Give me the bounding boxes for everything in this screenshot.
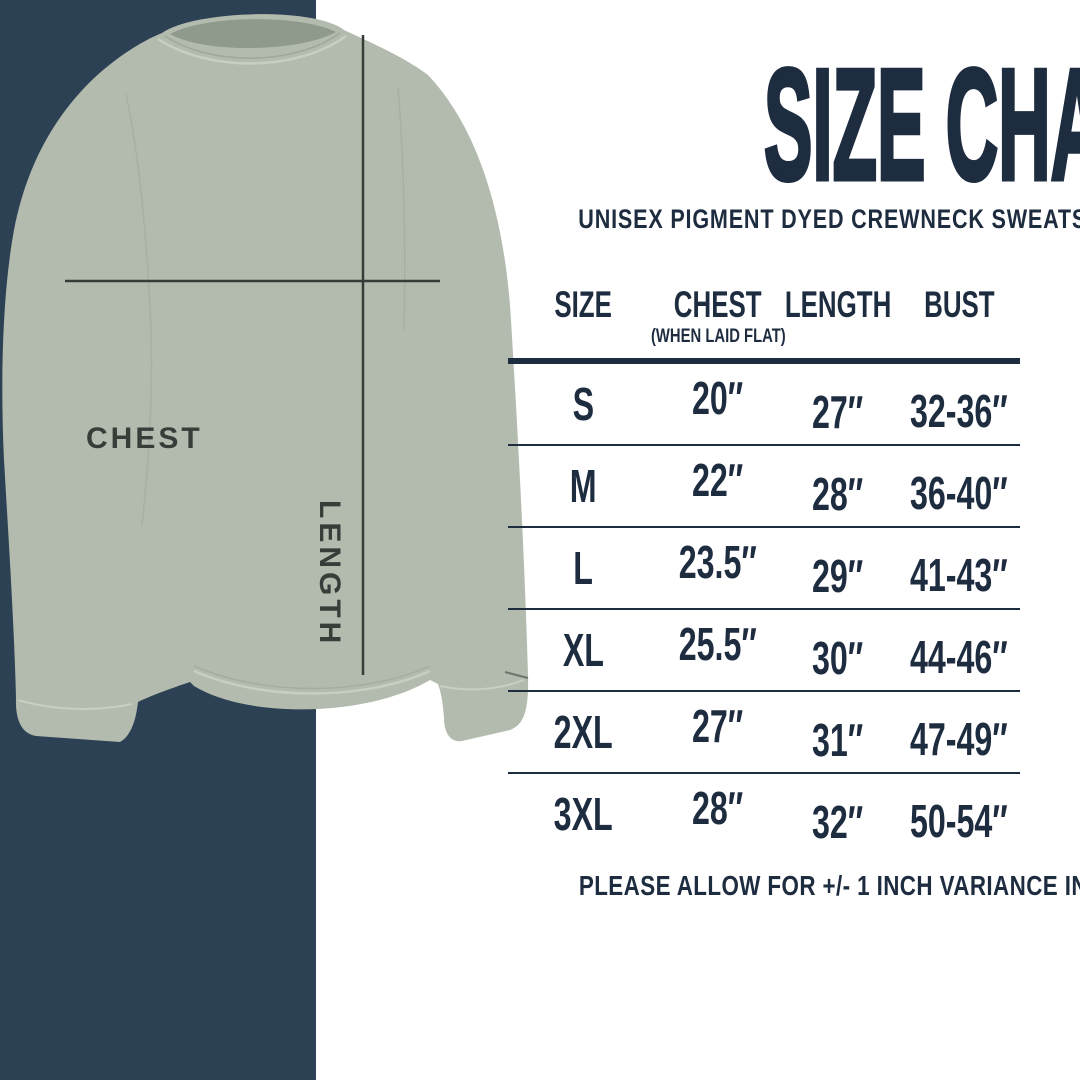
cell-length: 28″ bbox=[812, 468, 864, 520]
table-row-l: L 23.5″ 29″ 41-43″ bbox=[508, 528, 1020, 610]
table-row-s: S 20″ 27″ 32-36″ bbox=[508, 364, 1020, 446]
cell-bust: 36-40″ bbox=[910, 467, 1008, 519]
right-cuff-seam bbox=[439, 679, 525, 691]
cell-size: 2XL bbox=[553, 706, 613, 758]
cell-length: 32″ bbox=[812, 796, 864, 848]
cell-size: L bbox=[573, 542, 593, 594]
table-row-m: M 22″ 28″ 36-40″ bbox=[508, 446, 1020, 528]
variance-note: PLEASE ALLOW FOR +/- 1 INCH VARIANCE IN … bbox=[508, 872, 1080, 900]
cell-chest: 22″ bbox=[692, 454, 744, 506]
cell-size: XL bbox=[562, 624, 604, 676]
chest-measure-label: CHEST bbox=[86, 422, 203, 455]
cell-length: 30″ bbox=[812, 632, 864, 684]
column-header-size-label: SIZE bbox=[554, 284, 612, 325]
cell-length: 27″ bbox=[812, 386, 864, 438]
right-cuff-stitch bbox=[504, 671, 529, 679]
cell-chest: 25.5″ bbox=[678, 618, 758, 670]
cell-bust: 47-49″ bbox=[910, 713, 1008, 765]
cell-length: 29″ bbox=[812, 550, 864, 602]
variance-note-text: PLEASE ALLOW FOR +/- 1 INCH VARIANCE IN … bbox=[578, 870, 1080, 901]
column-header-bust-label: BUST bbox=[923, 284, 995, 325]
sweatshirt-image bbox=[2, 14, 529, 743]
sweatshirt-body bbox=[2, 14, 529, 743]
column-header-length-label: LENGTH bbox=[784, 284, 892, 325]
page-subtitle-text: UNISEX PIGMENT DYED CREWNECK SWEATSHIRT bbox=[578, 204, 1080, 234]
cell-length: 31″ bbox=[812, 714, 864, 766]
length-measure-label: LENGTH bbox=[313, 500, 346, 648]
cell-bust: 50-54″ bbox=[910, 795, 1008, 847]
column-header-bust: BUST bbox=[898, 280, 1020, 358]
table-row-xl: XL 25.5″ 30″ 44-46″ bbox=[508, 610, 1020, 692]
right-sleeve-seam bbox=[397, 87, 406, 331]
left-cuff-seam bbox=[17, 699, 133, 710]
page-title-text: SIZE CHART bbox=[763, 37, 1080, 213]
cell-bust: 32-36″ bbox=[910, 385, 1008, 437]
cell-size: S bbox=[572, 378, 594, 430]
cell-chest: 23.5″ bbox=[678, 536, 758, 588]
cell-bust: 44-46″ bbox=[910, 631, 1008, 683]
cell-chest: 28″ bbox=[692, 782, 744, 834]
collar-ribbing bbox=[157, 34, 347, 65]
table-row-2xl: 2XL 27″ 31″ 47-49″ bbox=[508, 692, 1020, 774]
cell-chest: 27″ bbox=[692, 700, 744, 752]
size-table: SIZE CHEST (WHEN LAID FLAT) LENGTH BUST … bbox=[508, 280, 1020, 854]
page-title: SIZE CHART bbox=[508, 44, 1080, 207]
table-row-3xl: 3XL 28″ 32″ 50-54″ bbox=[508, 774, 1020, 854]
cell-size: 3XL bbox=[553, 788, 613, 840]
cell-size: M bbox=[569, 460, 597, 512]
hem-seam-shadow bbox=[193, 665, 431, 690]
column-header-size: SIZE bbox=[508, 280, 658, 358]
cell-chest: 20″ bbox=[692, 372, 744, 424]
collar-seam bbox=[164, 32, 341, 59]
column-header-chest: CHEST (WHEN LAID FLAT) bbox=[651, 280, 786, 358]
page-subtitle: UNISEX PIGMENT DYED CREWNECK SWEATSHIRT bbox=[508, 206, 1080, 233]
left-sleeve-seam bbox=[125, 93, 153, 526]
collar-opening bbox=[170, 19, 336, 49]
column-header-chest-label: CHEST bbox=[674, 284, 762, 325]
hem-seam bbox=[193, 669, 431, 695]
chest-subnote: (WHEN LAID FLAT) bbox=[650, 326, 786, 347]
column-header-length: LENGTH bbox=[778, 280, 898, 358]
cell-bust: 41-43″ bbox=[910, 549, 1008, 601]
size-table-header: SIZE CHEST (WHEN LAID FLAT) LENGTH BUST bbox=[508, 280, 1020, 364]
